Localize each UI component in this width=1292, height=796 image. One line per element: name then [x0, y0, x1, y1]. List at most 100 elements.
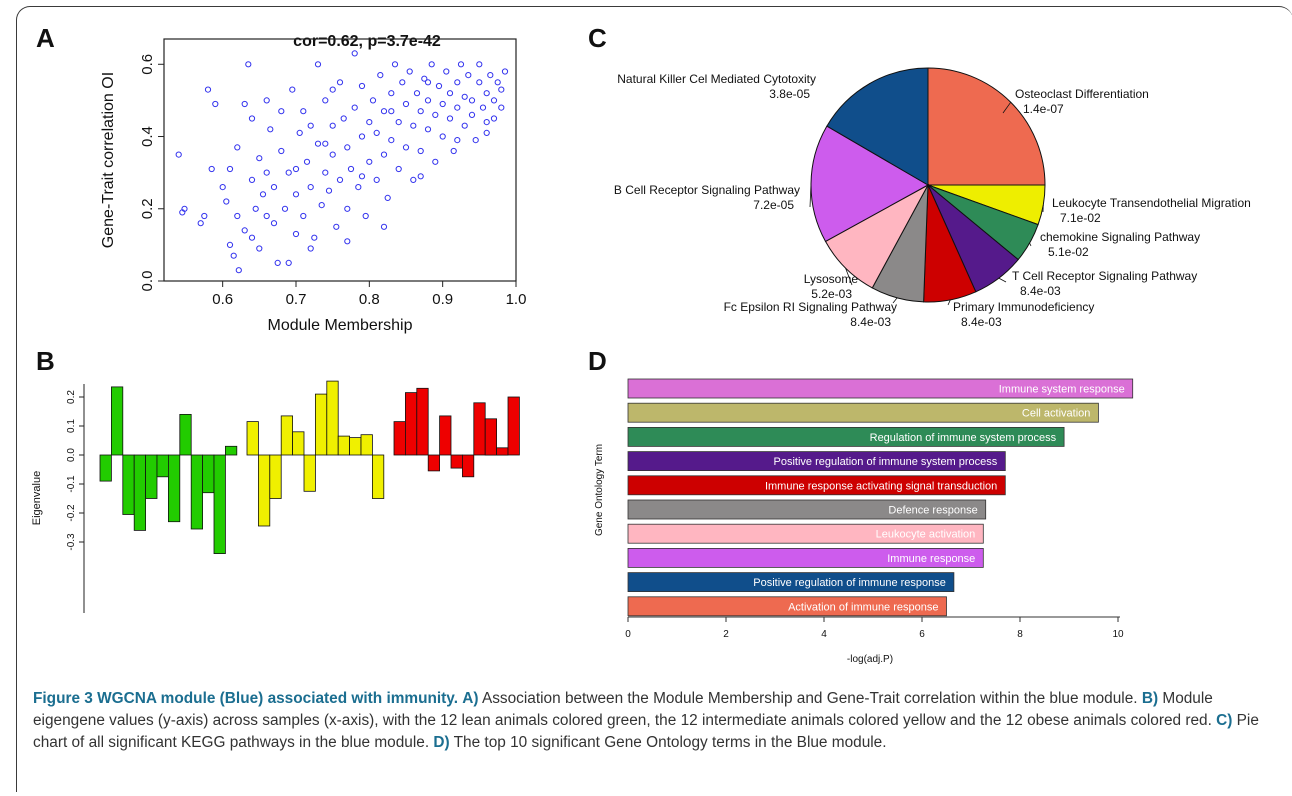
- scatter-point: [362, 212, 369, 220]
- scatter-point: [230, 252, 237, 259]
- caption-d-label: D): [433, 734, 450, 751]
- scatter-point: [256, 155, 263, 162]
- scatter-point: [292, 230, 300, 238]
- caption-a-text: Association between the Module Membershi…: [478, 690, 1142, 707]
- scatter-point: [413, 90, 421, 97]
- scatter-point: [235, 267, 242, 274]
- eigen-bar: [156, 454, 169, 478]
- eigen-bar: [393, 421, 406, 456]
- scatter-point: [274, 259, 281, 266]
- eigen-bar: [507, 396, 520, 456]
- eigengene-bar-chart-b: -0.3 -0.2 -0.1 0.0 0.1 0.2 Eigenvalue: [31, 380, 520, 613]
- scatter-point: [443, 68, 450, 75]
- caption-c-label: C): [1216, 712, 1233, 729]
- scatter-point: [395, 165, 402, 173]
- scatter-point: [454, 137, 461, 144]
- figure-caption: Figure 3 WGCNA module (Blue) associated …: [33, 688, 1278, 754]
- pie-leader-line: [1002, 102, 1012, 114]
- scatter-point: [325, 187, 333, 194]
- scatter-point: [406, 68, 413, 75]
- scatter-point: [446, 115, 454, 122]
- scatter-point: [329, 86, 336, 93]
- caption-c-text: Pie chart of all significant KEGG pathwa…: [33, 712, 1259, 751]
- scatter-point: [454, 79, 461, 86]
- go-bar: [627, 548, 984, 568]
- scatter-point: [439, 133, 446, 140]
- scatter-point: [457, 61, 465, 68]
- scatter-point: [395, 119, 402, 126]
- eigen-bar: [257, 454, 271, 527]
- scatter-point: [351, 50, 358, 57]
- eigen-bar: [190, 454, 203, 530]
- pie-slice: [927, 67, 1046, 186]
- scatter-point: [347, 165, 355, 173]
- eigen-bar: [314, 393, 328, 456]
- go-x-tick-label: 6: [919, 629, 925, 640]
- scatter-x-tick-label: 0.6: [212, 291, 233, 308]
- go-bar-label: Defence response: [888, 505, 977, 517]
- pie-leader-line: [845, 267, 853, 286]
- scatter-point: [472, 137, 479, 144]
- scatter-point: [391, 61, 399, 68]
- eigen-bar: [450, 454, 463, 469]
- go-x-tick-label: 0: [625, 629, 631, 640]
- scatter-point: [468, 97, 476, 104]
- eigen-bar: [349, 437, 362, 456]
- scatter-point: [454, 104, 461, 111]
- scatter-point: [384, 194, 391, 201]
- pie-label: Natural Killer Cel Mediated Cytotoxity: [617, 72, 816, 86]
- scatter-point: [311, 234, 318, 241]
- eigen-bar: [371, 454, 385, 499]
- scatter-point: [300, 212, 307, 220]
- pie-leader-line: [998, 277, 1007, 283]
- eigen-bar: [337, 435, 351, 456]
- scatter-point: [336, 176, 344, 183]
- scatter-point: [465, 72, 472, 79]
- scatter-point: [336, 79, 344, 86]
- go-term-bar-chart-d: Immune system response Cell activation Reg…: [594, 378, 1134, 665]
- pie-pvalue: 5.2e-03: [811, 287, 852, 301]
- go-bar: [627, 523, 984, 544]
- eigen-y-tick-label: 0.2: [66, 390, 77, 404]
- eigen-bar: [280, 415, 294, 456]
- pie-leader-line: [947, 299, 951, 306]
- scatter-point: [340, 115, 347, 122]
- scatter-point: [270, 184, 278, 191]
- go-x-tick-label: 10: [1112, 629, 1124, 640]
- scatter-point: [479, 104, 487, 111]
- scatter-point: [380, 151, 388, 158]
- scatter-point: [417, 147, 424, 155]
- scatter-point: [259, 191, 267, 198]
- go-bar: [627, 475, 1006, 496]
- scatter-point: [281, 205, 289, 212]
- go-x-tick-label: 2: [723, 629, 729, 640]
- go-bar-label: Positive regulation of immune system pro…: [774, 456, 998, 468]
- go-bar-label: Immune response activating signal transd…: [765, 480, 997, 492]
- scatter-point: [344, 205, 351, 212]
- eigen-bar: [202, 454, 215, 494]
- scatter-point: [424, 126, 432, 133]
- scatter-point: [490, 115, 498, 122]
- scatter-point: [476, 61, 483, 68]
- pie-pvalue: 8.4e-03: [1020, 284, 1061, 298]
- eigen-bar: [133, 454, 146, 531]
- go-bar-label: Cell activation: [1022, 408, 1090, 420]
- scatter-point: [285, 259, 292, 266]
- eigen-bar: [439, 415, 452, 456]
- panel-label-c: C: [588, 23, 607, 53]
- scatter-point: [248, 115, 256, 122]
- scatter-point: [421, 75, 428, 82]
- scatter-point: [380, 108, 388, 115]
- eigen-bar: [167, 454, 181, 523]
- pie-label: Leukocyte Transendothelial Migration: [1052, 196, 1251, 210]
- scatter-point: [278, 147, 285, 155]
- scatter-point: [212, 100, 219, 108]
- scatter-point: [314, 140, 322, 147]
- pie-label: Osteoclast Differentiation: [1015, 87, 1149, 101]
- go-bar: [627, 451, 1006, 472]
- eigen-bar: [484, 418, 498, 456]
- eigen-y-tick-label: 0.1: [66, 419, 77, 433]
- figure-svg: A B C D cor=0.62, p=3.7e-42 0.6 0.7 0.8 0.9…: [31, 23, 1251, 665]
- scatter-point: [263, 97, 270, 104]
